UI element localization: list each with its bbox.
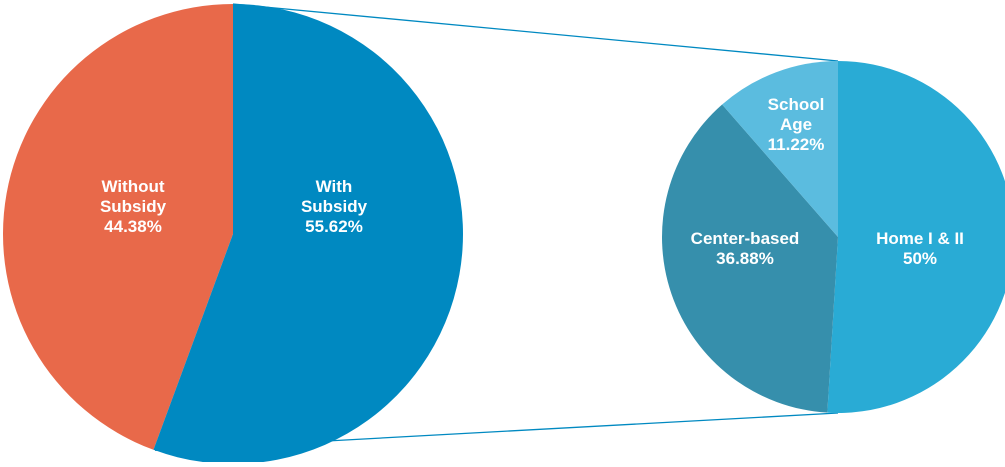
slice-label-without-subsidy: Without Subsidy 44.38% (100, 177, 167, 236)
slice-label-with-subsidy: With Subsidy 55.62% (301, 177, 368, 236)
slice-label-line: Subsidy (100, 197, 167, 216)
slice-label-line: 50% (903, 249, 937, 268)
slice-label-line: Center-based (691, 229, 800, 248)
slice-without-subsidy (2, 4, 233, 450)
connector-line-top (232, 3, 839, 62)
slice-label-line: School (768, 95, 825, 114)
slice-center (662, 104, 838, 413)
slice-label-line: Age (780, 115, 812, 134)
slice-label-center: Center-based 36.88% (691, 229, 800, 268)
slice-school (722, 60, 838, 237)
slice-label-line: Home I & II (876, 229, 964, 248)
slice-label-home: Home I & II 50% (876, 229, 964, 268)
slice-label-line: Without (101, 177, 164, 196)
slice-home (827, 61, 1005, 413)
slice-label-line: 36.88% (716, 249, 774, 268)
slice-label-line: Subsidy (301, 197, 368, 216)
pie-chart-1: Without Subsidy 44.38%With Subsidy 55.62% (2, 4, 463, 465)
pie-chart-2: Home I & II 50% Center-based 36.88% School Ag… (662, 60, 1005, 413)
slice-label-school: School Age 11.22% (768, 95, 825, 154)
slice-label-line: 44.38% (104, 217, 162, 236)
slice-label-line: With (316, 177, 353, 196)
slice-with-subsidy (153, 4, 463, 465)
slice-label-line: 55.62% (305, 217, 363, 236)
slice-label-line: 11.22% (768, 135, 825, 154)
